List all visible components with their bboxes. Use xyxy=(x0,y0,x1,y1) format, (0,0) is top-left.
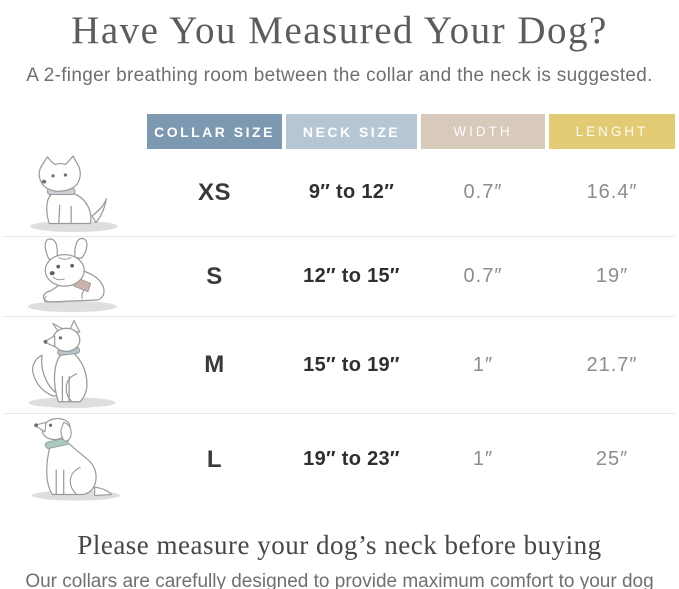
table-row-s: S 12″ to 15″ 0.7″ 19″ xyxy=(4,237,675,317)
collar-size-value: XS xyxy=(197,178,231,206)
small-terrier-sitting-icon xyxy=(29,155,118,233)
length-value: 25″ xyxy=(595,448,629,470)
neck-size-value: 15″ to 19″ xyxy=(303,353,400,376)
neck-size-value: 9″ to 12″ xyxy=(308,181,395,203)
collar-size-value: S xyxy=(206,262,223,290)
column-header-width: WIDTH xyxy=(421,114,545,149)
table-row-xs: XS 9″ to 12″ 0.7″ 16.4″ xyxy=(4,149,675,237)
length-value: 19″ xyxy=(595,265,629,287)
column-header-length: LENGHT xyxy=(549,114,675,149)
neck-size-value: 19″ to 23″ xyxy=(303,448,400,470)
page-title: Have You Measured Your Dog? xyxy=(71,9,608,52)
footer-title: Please measure your dog’s neck before bu… xyxy=(77,530,602,560)
length-value: 21.7″ xyxy=(586,353,638,376)
width-value: 0.7″ xyxy=(463,265,503,287)
width-value: 1″ xyxy=(472,353,494,376)
column-header-collar-size: COLLAR SIZE xyxy=(147,114,282,149)
width-value: 0.7″ xyxy=(463,181,503,203)
dog-cell xyxy=(4,149,143,236)
column-header-neck-size: NECK SIZE xyxy=(286,114,417,149)
french-bulldog-lying-icon xyxy=(27,237,117,313)
labrador-sitting-icon xyxy=(31,417,120,501)
size-table: COLLAR SIZE NECK SIZE WIDTH LENGHT xyxy=(0,114,679,504)
collar-size-value: M xyxy=(204,351,225,378)
table-row-l: L 19″ to 23″ 1″ 25″ xyxy=(4,414,675,504)
width-value: 1″ xyxy=(472,448,494,470)
table-row-m: M 15″ to 19″ 1″ 21.7″ xyxy=(4,317,675,414)
dog-cell xyxy=(4,317,143,413)
medium-dog-sitting-icon xyxy=(28,319,116,408)
neck-size-value: 12″ to 15″ xyxy=(303,265,400,287)
length-value: 16.4″ xyxy=(586,181,638,203)
size-table-header: COLLAR SIZE NECK SIZE WIDTH LENGHT xyxy=(4,114,675,149)
footer-subtitle: Our collars are carefully designed to pr… xyxy=(25,571,654,589)
dog-cell xyxy=(4,237,143,316)
dog-cell xyxy=(4,414,143,505)
page-subtitle: A 2-finger breathing room between the co… xyxy=(26,65,653,86)
collar-size-value: L xyxy=(206,445,223,473)
